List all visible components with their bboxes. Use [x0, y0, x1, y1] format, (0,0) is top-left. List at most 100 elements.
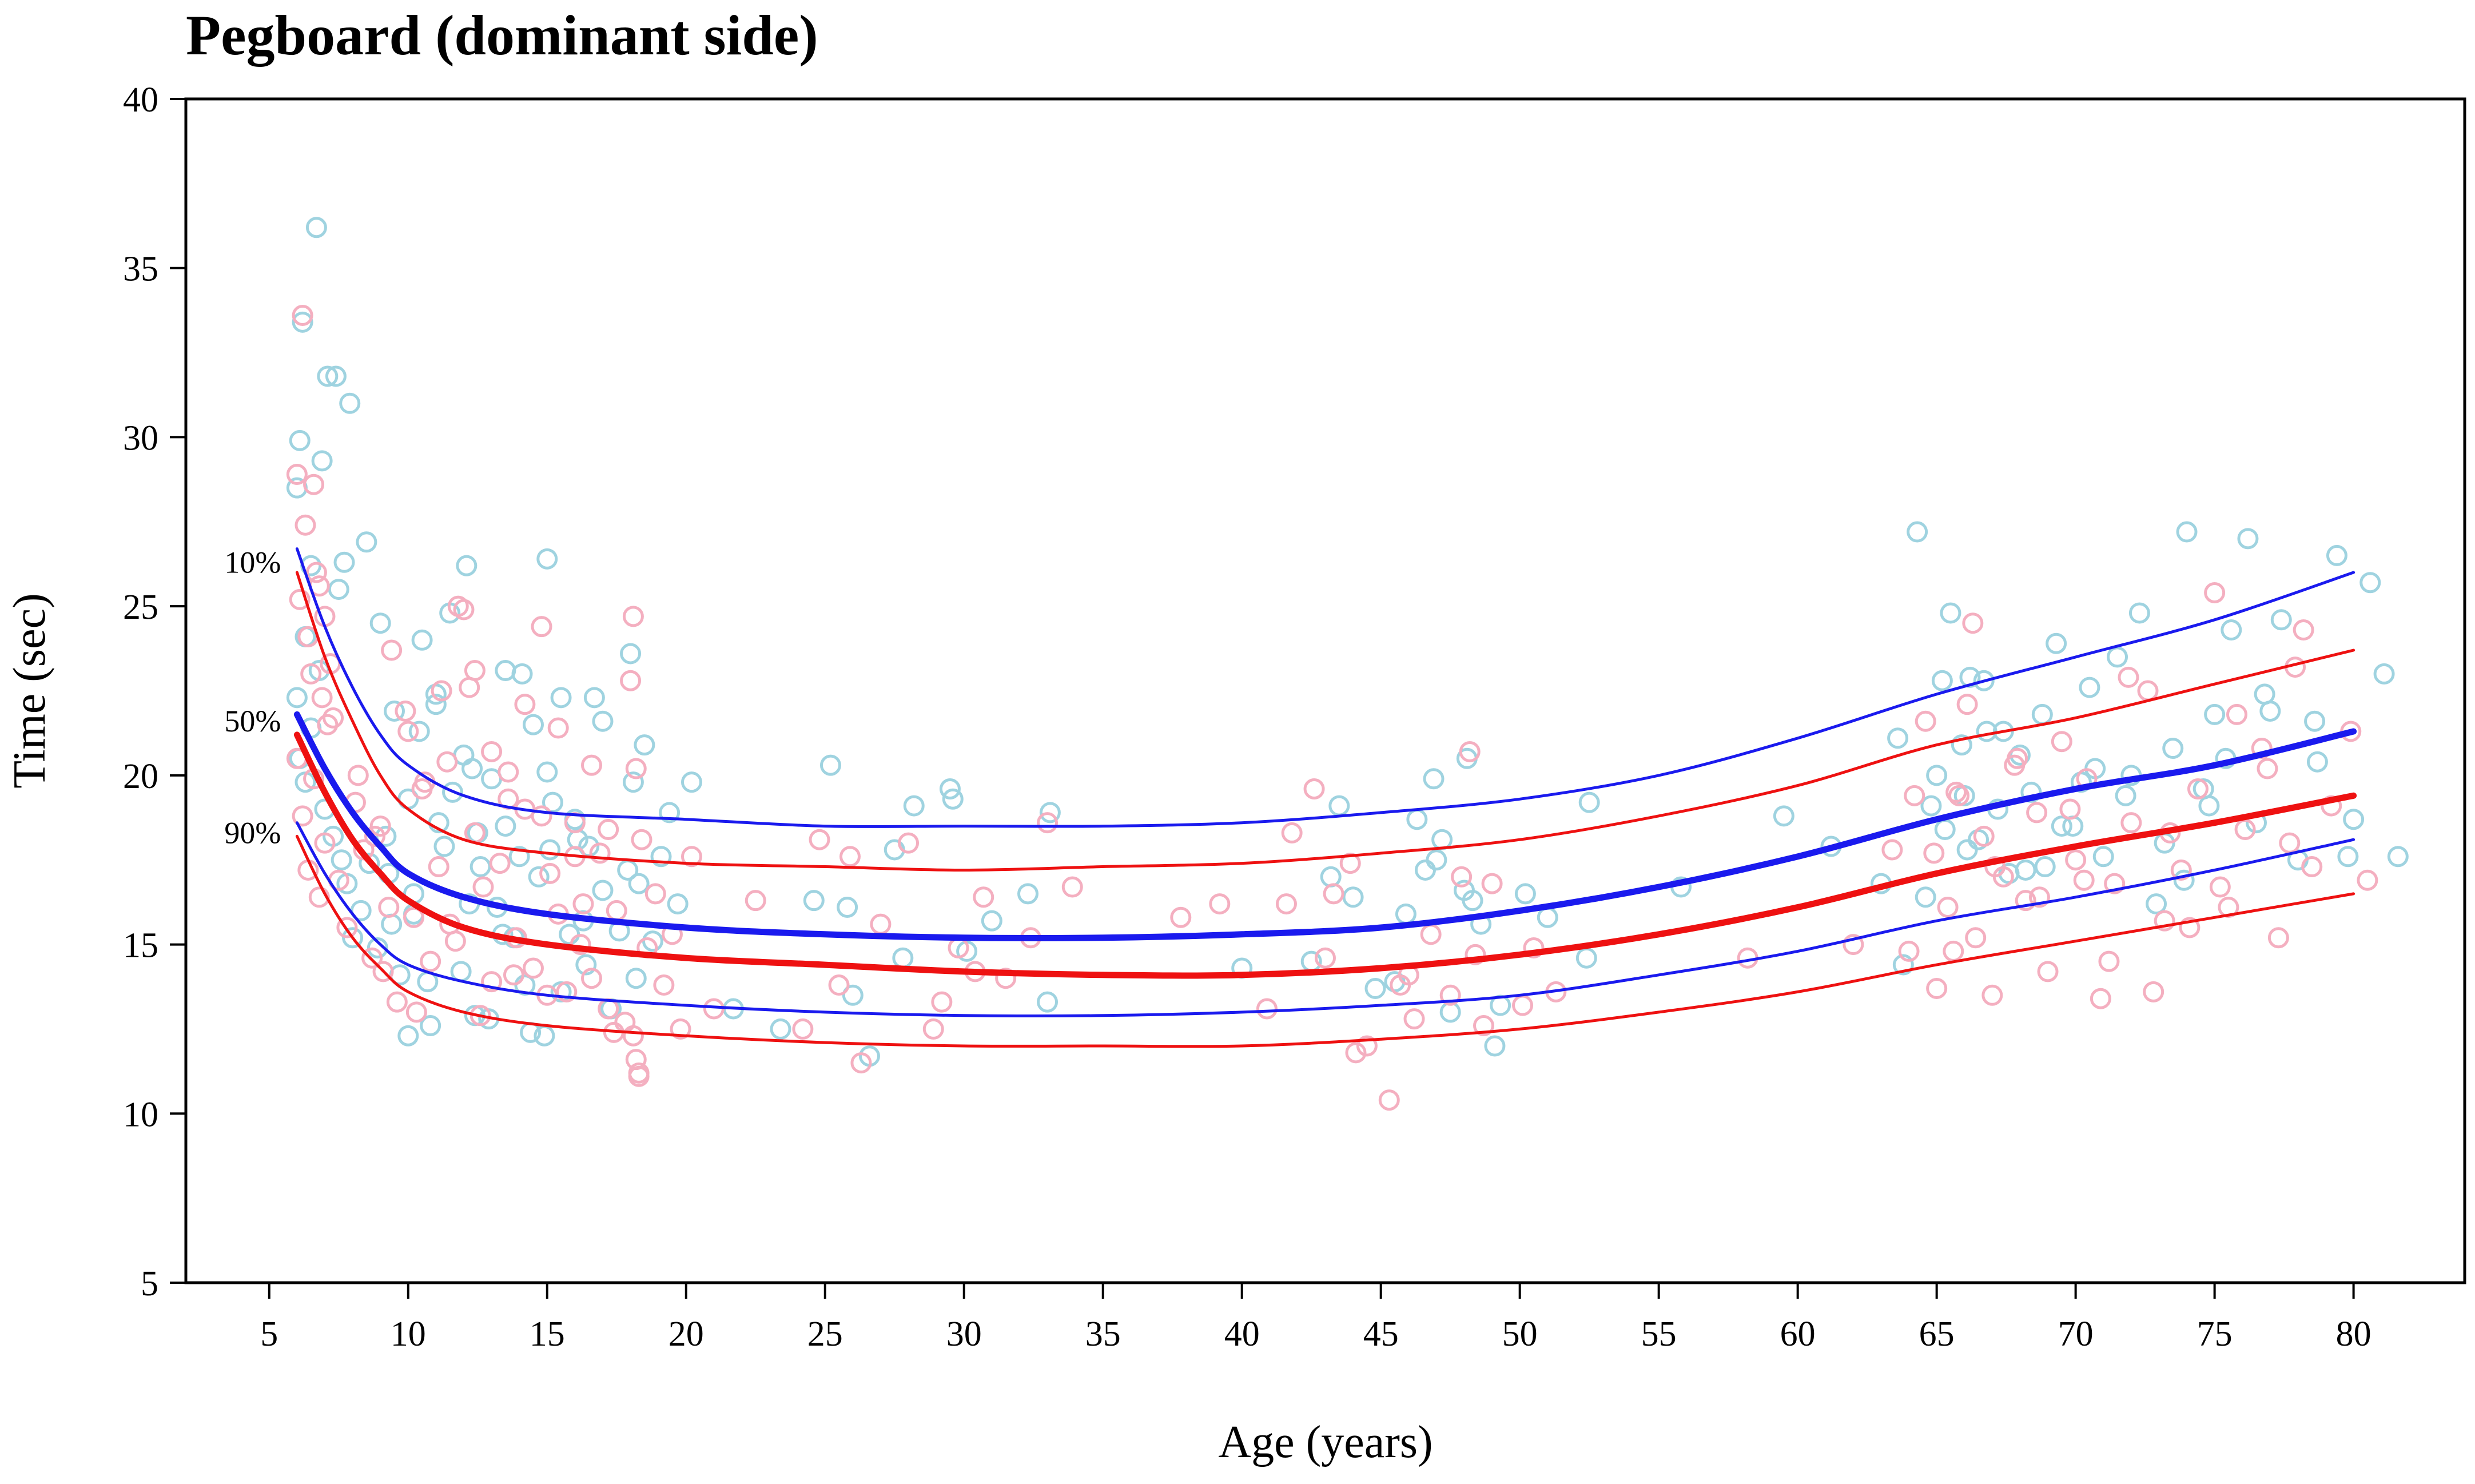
- pink-points-point: [1403, 1008, 1425, 1030]
- pink-points-point: [1962, 612, 1984, 634]
- red-p90-curve: [295, 834, 2355, 1048]
- pink-points-point: [839, 846, 861, 868]
- pink-points-point: [1923, 842, 1945, 864]
- blue-points-point: [311, 450, 333, 472]
- blue-points-point: [622, 771, 644, 793]
- pink-points-point: [2209, 876, 2231, 898]
- pink-points-point: [2301, 856, 2323, 878]
- pink-points-point: [1523, 937, 1545, 958]
- blue-points-point: [1907, 521, 1928, 543]
- blue-points-point: [456, 555, 478, 576]
- pink-points-point: [403, 906, 424, 928]
- blue-points-point: [1575, 947, 1597, 969]
- y-tick-label: 30: [123, 419, 158, 457]
- blue-p90-curve: [295, 821, 2355, 1018]
- blue-points-point: [2015, 859, 2036, 881]
- blue-points-point: [367, 937, 388, 958]
- pink-points-point: [1339, 853, 1361, 874]
- blue-points-point: [628, 873, 650, 894]
- pink-points-point: [644, 883, 666, 905]
- blue-points-point: [292, 311, 313, 333]
- blue-points-point: [411, 629, 433, 651]
- pink-points-point: [372, 961, 394, 982]
- pink-points-point: [1937, 897, 1959, 918]
- pink-points-point: [2007, 747, 2028, 769]
- percentile-label: 10%: [224, 545, 281, 579]
- blue-points-point: [939, 778, 961, 800]
- pink-points-point: [622, 1025, 644, 1047]
- blue-points-point: [1892, 954, 1914, 976]
- blue-points-point: [2343, 809, 2365, 830]
- pink-points-point: [539, 862, 561, 884]
- points-layer: [286, 217, 2409, 1111]
- blue-points-point: [2237, 528, 2259, 550]
- blue-points-point: [469, 856, 491, 878]
- pink-points-point: [2179, 917, 2201, 938]
- pink-points-point: [1061, 876, 1083, 898]
- blue-points-point: [369, 612, 391, 634]
- pink-points-point: [1965, 927, 1987, 949]
- blue-points-point: [1931, 670, 1953, 691]
- blue-points-point: [325, 365, 347, 387]
- pink-points-point: [2120, 812, 2142, 834]
- blue-points-point: [511, 663, 533, 685]
- blue-points-point: [667, 893, 689, 915]
- pink-points-point: [1904, 785, 1925, 806]
- pink-points-point: [531, 805, 552, 827]
- pink-points-point: [1956, 694, 1978, 715]
- blue-points-point: [1578, 791, 1600, 813]
- blue-points-point: [550, 687, 572, 709]
- blue-points-point: [381, 913, 403, 935]
- blue-points-point: [1940, 602, 1961, 624]
- blue-points-point: [2198, 795, 2220, 817]
- blue-points-point: [642, 930, 663, 952]
- percentile-labels: 10% 50% 90%: [224, 545, 281, 850]
- blue-points-point: [1537, 906, 1558, 928]
- pink-points-point: [503, 964, 524, 986]
- blue-points-point: [383, 700, 405, 722]
- percentile-label: 90%: [224, 815, 281, 850]
- red-p50-curve: [293, 731, 2357, 979]
- pink-points-point: [1390, 974, 1411, 996]
- blue-points-point: [1342, 886, 1364, 908]
- pink-points-point: [792, 1018, 814, 1040]
- blue-p50-curve: [293, 711, 2357, 941]
- pink-points-point: [870, 913, 892, 935]
- blue-points-point: [2162, 738, 2184, 759]
- blue-points-point: [2173, 869, 2195, 891]
- plot-frame: [184, 97, 2466, 1284]
- pink-points-point: [1315, 947, 1336, 969]
- blue-points-point: [1951, 734, 1972, 756]
- blue-points-point: [2046, 632, 2067, 654]
- blue-points-point: [650, 846, 672, 868]
- blue-points-point: [442, 781, 464, 803]
- pink-points-point: [2118, 666, 2139, 688]
- blue-points-point: [1453, 880, 1475, 901]
- pink-points-point: [2028, 886, 2050, 908]
- pink-points-point: [514, 694, 536, 715]
- blue-points-point: [2051, 815, 2072, 837]
- pink-points-point: [303, 474, 325, 495]
- pink-points-point: [622, 606, 644, 627]
- blue-points-point: [1395, 903, 1416, 925]
- blue-points-point: [1973, 670, 1995, 691]
- pink-points-point: [361, 947, 383, 969]
- pink-points-point: [1378, 1089, 1400, 1111]
- blue-points-point: [1887, 727, 1909, 749]
- blue-points-point: [1414, 859, 1436, 881]
- blue-points-point: [550, 981, 572, 1002]
- pink-points-point: [2065, 849, 2087, 871]
- pink-points-point: [369, 815, 391, 837]
- blue-points-point: [575, 954, 597, 976]
- pink-points-point: [308, 886, 330, 908]
- blue-points-point: [522, 714, 544, 735]
- pink-points-point: [1945, 781, 1967, 803]
- blue-points-point: [1426, 849, 1447, 871]
- pink-points-point: [1275, 893, 1297, 915]
- pink-points-point: [670, 1018, 691, 1040]
- blue-p10-curve: [295, 547, 2355, 828]
- blue-points-point: [892, 947, 914, 969]
- blue-points-point: [1406, 809, 1428, 830]
- pink-points-point: [620, 670, 642, 691]
- pink-points-point: [2059, 798, 2081, 820]
